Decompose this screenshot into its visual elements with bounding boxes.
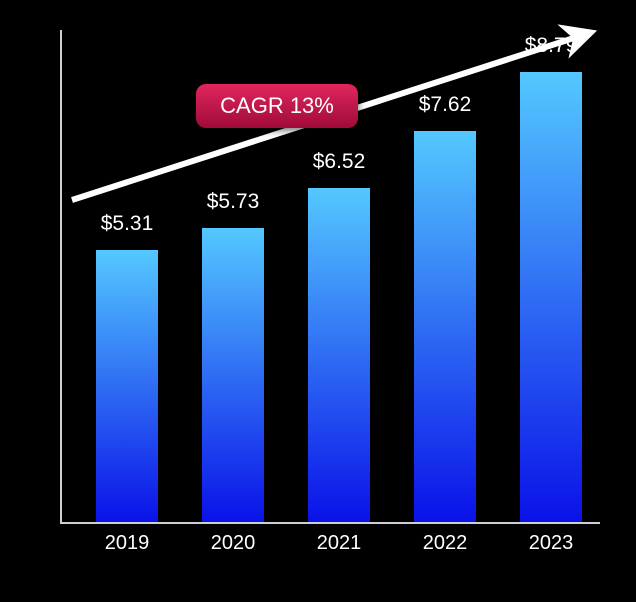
x-tick-label: 2021 xyxy=(299,532,379,555)
bar-fill xyxy=(308,188,370,522)
bar-value-label: $8.79 xyxy=(489,34,613,58)
cagr-badge: CAGR 13% xyxy=(196,84,358,128)
cagr-text: CAGR 13% xyxy=(220,93,334,119)
bar-value-label: $7.62 xyxy=(383,93,507,117)
bar: $5.31 xyxy=(96,250,158,522)
x-tick-label: 2020 xyxy=(193,532,273,555)
x-axis xyxy=(60,522,600,524)
x-tick-label: 2019 xyxy=(87,532,167,555)
bar-value-label: $5.31 xyxy=(65,212,189,236)
bar-fill xyxy=(202,228,264,522)
y-axis xyxy=(60,30,62,522)
bar-chart: $5.31$5.73$6.52$7.62$8.79 CAGR 13% 20192… xyxy=(0,0,636,602)
bar-value-label: $6.52 xyxy=(277,150,401,174)
bar-value-label: $5.73 xyxy=(171,190,295,214)
bar: $7.62 xyxy=(414,131,476,522)
bar-fill xyxy=(414,131,476,522)
x-tick-label: 2022 xyxy=(405,532,485,555)
bar-fill xyxy=(96,250,158,522)
bar: $6.52 xyxy=(308,188,370,522)
bar: $8.79 xyxy=(520,72,582,522)
bar-fill xyxy=(520,72,582,522)
x-tick-label: 2023 xyxy=(511,532,591,555)
bar: $5.73 xyxy=(202,228,264,522)
